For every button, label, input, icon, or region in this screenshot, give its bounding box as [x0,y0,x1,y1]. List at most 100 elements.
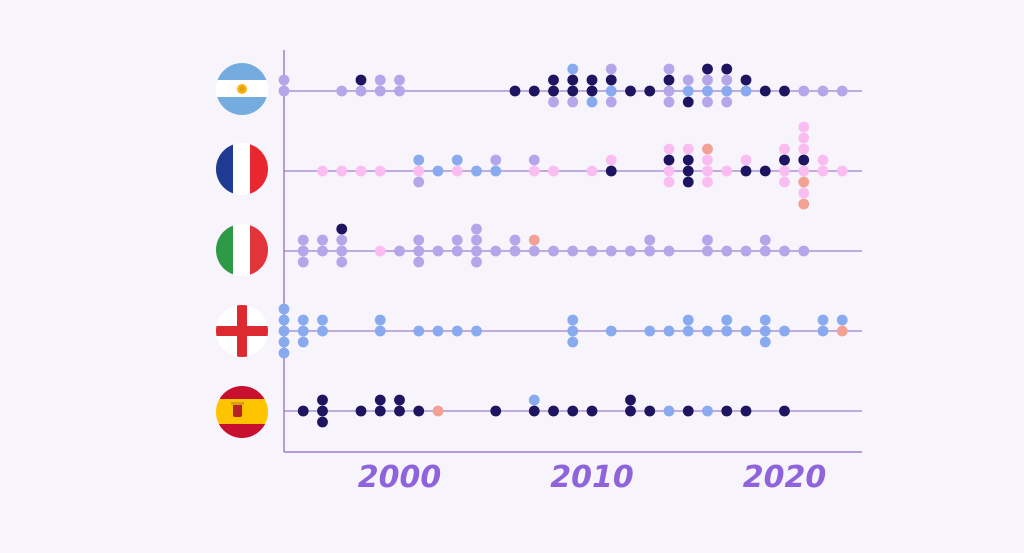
data-point [317,165,328,177]
data-point [297,325,309,337]
data-point [355,405,367,417]
data-point [490,245,502,257]
data-point [548,405,559,417]
data-point [702,245,713,257]
data-point [471,223,482,235]
data-point [625,405,636,417]
data-point [663,154,675,166]
data-point [836,85,848,97]
data-point [336,223,348,235]
data-point [278,314,290,326]
data-point [586,96,598,108]
data-point [355,85,367,97]
data-point [297,405,309,417]
data-point [759,325,771,337]
data-point [721,74,733,86]
data-point [798,85,810,97]
data-point [605,154,617,166]
data-point [567,405,579,417]
data-point [759,245,771,257]
data-point [702,405,713,417]
data-point [297,245,309,257]
data-point [297,336,309,348]
data-point [605,96,617,108]
data-point [413,405,425,417]
data-point [567,245,579,257]
data-point [471,234,482,246]
data-point [644,245,656,257]
data-point [317,325,328,337]
data-point [682,314,694,326]
data-point [432,245,444,257]
data-point [702,165,713,177]
data-point [471,245,482,257]
data-point [586,74,598,86]
data-point [432,325,444,337]
data-point [625,245,636,257]
data-point [394,245,405,257]
data-point [682,325,694,337]
data-point [413,165,425,177]
data-point [278,303,290,315]
data-point [702,325,713,337]
data-point [528,405,540,417]
data-point [374,245,386,257]
data-point [528,85,540,97]
data-point [702,143,713,155]
data-point [682,85,694,97]
data-point [336,234,348,246]
italy-flag-icon [216,224,268,276]
data-point [490,405,502,417]
data-point [451,154,463,166]
data-point [355,74,367,86]
data-point [413,234,425,246]
data-point [740,405,752,417]
england-flag-icon [216,305,268,357]
data-point [625,85,636,97]
data-point [721,63,733,75]
data-point [644,234,656,246]
data-point [394,405,405,417]
x-tick-label: 2000 [358,460,442,495]
data-point [798,143,810,155]
data-point [663,325,675,337]
data-point [394,394,405,406]
data-point [432,165,444,177]
data-point [413,325,425,337]
data-point [759,85,771,97]
data-point [605,245,617,257]
data-point [740,85,752,97]
data-point [605,325,617,337]
data-point [779,245,790,257]
data-point [374,394,386,406]
data-point [721,245,733,257]
data-point [682,154,694,166]
data-point [394,74,405,86]
data-point [798,187,810,199]
data-point [528,245,540,257]
data-point [451,165,463,177]
data-point [548,245,559,257]
data-point [548,165,559,177]
data-point [817,85,829,97]
data-point [759,234,771,246]
data-point [586,405,598,417]
data-point [817,314,829,326]
data-point [471,325,482,337]
data-point [721,405,733,417]
data-point [336,256,348,268]
data-point [836,165,848,177]
data-point [317,416,328,428]
data-point [740,325,752,337]
data-point [317,394,328,406]
data-point [798,245,810,257]
spain-flag-icon [216,386,268,438]
data-point [663,74,675,86]
data-point [509,234,521,246]
data-point [317,245,328,257]
data-point [567,336,579,348]
data-point [317,314,328,326]
argentina-flag-icon [216,63,268,115]
data-point [317,405,328,417]
